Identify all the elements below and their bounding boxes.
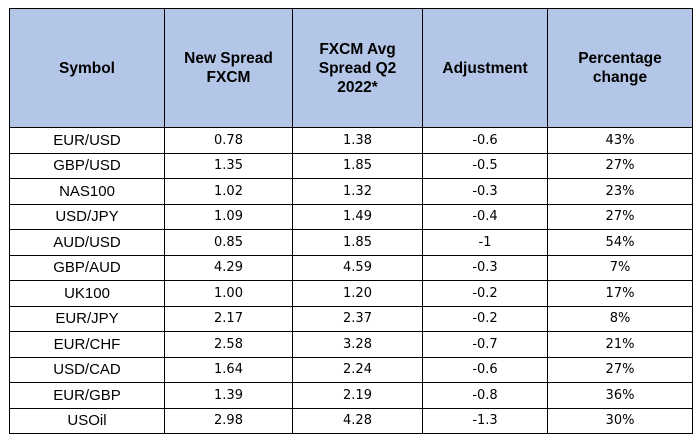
symbol-cell: EUR/JPY (9, 305, 165, 332)
avg-spread-cell: 2.19 (292, 382, 423, 409)
symbol-cell: GBP/USD (9, 152, 165, 179)
table-row: NAS100 1.02 1.32 -0.3 23% (9, 178, 693, 205)
table-row: GBP/AUD 4.29 4.59 -0.3 7% (9, 254, 693, 281)
spread-table: Symbol New Spread FXCM FXCM Avg Spread Q… (9, 8, 693, 434)
symbol-cell: USOil (9, 407, 165, 434)
avg-spread-cell: 4.59 (292, 254, 423, 281)
symbol-cell: AUD/USD (9, 229, 165, 256)
symbol-cell: EUR/USD (9, 127, 165, 154)
symbol-cell: EUR/GBP (9, 382, 165, 409)
header-new-spread-line: FXCM (206, 69, 251, 86)
table-row: USD/JPY 1.09 1.49 -0.4 27% (9, 203, 693, 230)
adjustment-cell: -0.3 (422, 178, 548, 205)
avg-spread-cell: 4.28 (292, 407, 423, 434)
symbol-cell: GBP/AUD (9, 254, 165, 281)
table-row: EUR/GBP 1.39 2.19 -0.8 36% (9, 382, 693, 409)
symbol-cell: USD/CAD (9, 356, 165, 383)
table-row: USOil 2.98 4.28 -1.3 30% (9, 407, 693, 434)
new-spread-cell: 1.02 (164, 178, 293, 205)
table-row: GBP/USD 1.35 1.85 -0.5 27% (9, 152, 693, 179)
new-spread-cell: 1.64 (164, 356, 293, 383)
avg-spread-cell: 3.28 (292, 331, 423, 358)
percentage-change-cell: 27% (547, 152, 693, 179)
new-spread-cell: 0.78 (164, 127, 293, 154)
adjustment-cell: -1 (422, 229, 548, 256)
avg-spread-cell: 1.49 (292, 203, 423, 230)
header-avg-spread: FXCM Avg Spread Q2 2022* (292, 8, 423, 128)
header-percentage-change-line: change (592, 69, 648, 86)
new-spread-cell: 1.09 (164, 203, 293, 230)
header-new-spread-line: New Spread (184, 50, 273, 67)
new-spread-cell: 2.98 (164, 407, 293, 434)
adjustment-cell: -0.6 (422, 356, 548, 383)
adjustment-cell: -0.3 (422, 254, 548, 281)
header-row: Symbol New Spread FXCM FXCM Avg Spread Q… (9, 8, 693, 128)
avg-spread-cell: 1.85 (292, 152, 423, 179)
header-percentage-change: Percentage change (547, 8, 693, 128)
percentage-change-cell: 17% (547, 280, 693, 307)
avg-spread-cell: 1.20 (292, 280, 423, 307)
avg-spread-cell: 2.24 (292, 356, 423, 383)
header-avg-spread-line: Spread Q2 (318, 59, 397, 77)
header-adjustment: Adjustment (422, 8, 548, 128)
header-avg-spread-line: 2022* (337, 78, 378, 96)
percentage-change-cell: 7% (547, 254, 693, 281)
new-spread-cell: 0.85 (164, 229, 293, 256)
percentage-change-cell: 54% (547, 229, 693, 256)
percentage-change-cell: 27% (547, 203, 693, 230)
adjustment-cell: -0.8 (422, 382, 548, 409)
header-adjustment-line: Adjustment (442, 59, 528, 77)
avg-spread-cell: 1.85 (292, 229, 423, 256)
percentage-change-cell: 43% (547, 127, 693, 154)
table-row: UK100 1.00 1.20 -0.2 17% (9, 280, 693, 307)
header-symbol-line: Symbol (59, 59, 115, 77)
new-spread-cell: 1.00 (164, 280, 293, 307)
table-header: Symbol New Spread FXCM FXCM Avg Spread Q… (9, 8, 693, 128)
percentage-change-cell: 8% (547, 305, 693, 332)
avg-spread-cell: 1.32 (292, 178, 423, 205)
spread-table-container: Symbol New Spread FXCM FXCM Avg Spread Q… (9, 8, 693, 434)
table-row: EUR/USD 0.78 1.38 -0.6 43% (9, 127, 693, 154)
adjustment-cell: -0.2 (422, 305, 548, 332)
new-spread-cell: 4.29 (164, 254, 293, 281)
avg-spread-cell: 1.38 (292, 127, 423, 154)
header-percentage-change-line: Percentage (578, 50, 662, 67)
adjustment-cell: -0.6 (422, 127, 548, 154)
adjustment-cell: -1.3 (422, 407, 548, 434)
percentage-change-cell: 21% (547, 331, 693, 358)
header-avg-spread-line: FXCM Avg (319, 40, 396, 58)
header-symbol: Symbol (9, 8, 165, 128)
adjustment-cell: -0.4 (422, 203, 548, 230)
table-row: USD/CAD 1.64 2.24 -0.6 27% (9, 356, 693, 383)
adjustment-cell: -0.7 (422, 331, 548, 358)
adjustment-cell: -0.5 (422, 152, 548, 179)
new-spread-cell: 1.35 (164, 152, 293, 179)
symbol-cell: EUR/CHF (9, 331, 165, 358)
table-row: EUR/CHF 2.58 3.28 -0.7 21% (9, 331, 693, 358)
table-row: EUR/JPY 2.17 2.37 -0.2 8% (9, 305, 693, 332)
new-spread-cell: 2.17 (164, 305, 293, 332)
table-body: EUR/USD 0.78 1.38 -0.6 43% GBP/USD 1.35 1.85 -0.… (9, 127, 693, 434)
adjustment-cell: -0.2 (422, 280, 548, 307)
symbol-cell: NAS100 (9, 178, 165, 205)
avg-spread-cell: 2.37 (292, 305, 423, 332)
new-spread-cell: 2.58 (164, 331, 293, 358)
percentage-change-cell: 27% (547, 356, 693, 383)
percentage-change-cell: 30% (547, 407, 693, 434)
header-new-spread: New Spread FXCM (164, 8, 293, 128)
percentage-change-cell: 36% (547, 382, 693, 409)
new-spread-cell: 1.39 (164, 382, 293, 409)
table-row: AUD/USD 0.85 1.85 -1 54% (9, 229, 693, 256)
percentage-change-cell: 23% (547, 178, 693, 205)
symbol-cell: UK100 (9, 280, 165, 307)
symbol-cell: USD/JPY (9, 203, 165, 230)
